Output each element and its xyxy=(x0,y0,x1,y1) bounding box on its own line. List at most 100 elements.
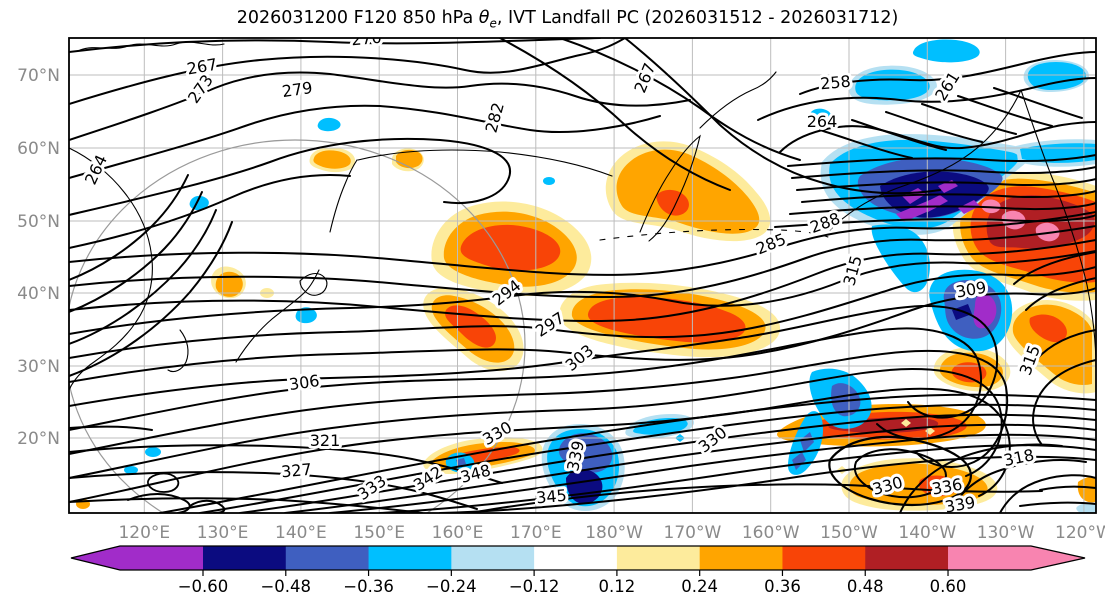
theta-e-symbol: θe xyxy=(478,8,497,31)
contour-label: 315 xyxy=(840,253,866,287)
theta-e-contour xyxy=(69,266,1096,359)
colorbar-segment xyxy=(782,546,866,570)
anomaly-fill xyxy=(1076,502,1096,513)
colorbar-tick-label: 0.12 xyxy=(599,577,636,596)
theta-e-contour xyxy=(949,459,1087,513)
theta-e-contour xyxy=(789,202,1096,215)
anomaly-fill xyxy=(1029,314,1067,343)
x-tick-label: 160°E xyxy=(432,523,484,543)
y-tick-label: 30°N xyxy=(17,357,60,377)
y-tick-label: 40°N xyxy=(17,284,60,304)
coastline xyxy=(699,71,777,129)
y-axis-tick-labels: 70°N 60°N 50°N 40°N 30°N 20°N xyxy=(17,66,60,449)
theta-e-contour xyxy=(69,327,982,440)
theta-e-contour xyxy=(624,38,941,195)
colorbar-tick-label: 0.36 xyxy=(764,577,801,596)
theta-e-contour xyxy=(69,225,1096,299)
y-tick-label: 60°N xyxy=(17,139,60,159)
colorbar-under-arrow xyxy=(71,546,203,570)
contour-label: 258 xyxy=(819,72,851,94)
anomaly-fill xyxy=(1077,477,1096,503)
contour-label: 279 xyxy=(281,78,314,101)
colorbar-segment xyxy=(368,546,452,570)
x-tick-label: 130°W xyxy=(977,523,1035,543)
anomaly-fill xyxy=(616,149,760,234)
colorbar-tick-label: 0.48 xyxy=(847,577,884,596)
colorbar-tick-label: 0.60 xyxy=(930,577,967,596)
anomaly-fill xyxy=(981,199,1001,214)
anomaly-shading xyxy=(76,39,1096,513)
x-tick-label: 170°E xyxy=(510,523,562,543)
x-tick-label: 160°W xyxy=(742,523,800,543)
colorbar-tick-label: 0.24 xyxy=(681,577,718,596)
colorbar-over-arrow xyxy=(948,546,1085,570)
theta-e-contour xyxy=(69,239,1096,323)
theta-e-contour xyxy=(828,435,972,506)
theta-e-contours xyxy=(69,38,1096,513)
theta-e-contour xyxy=(284,423,1096,513)
coastline xyxy=(639,134,701,242)
coastlines xyxy=(69,41,1096,391)
theta-e-contour xyxy=(559,38,801,161)
theta-e-contour xyxy=(993,87,1083,119)
theta-e-contour xyxy=(853,448,947,499)
theta-e-contour xyxy=(69,38,601,53)
y-tick-label: 20°N xyxy=(17,429,60,449)
contour-label: 321 xyxy=(310,431,341,450)
theta-e-contour xyxy=(499,38,731,191)
coastline xyxy=(1020,89,1096,369)
contour-label: 345 xyxy=(535,486,567,508)
theta-e-contour xyxy=(999,474,1096,513)
y-tick-label: 70°N xyxy=(17,66,60,86)
colorbar-tick-label: −0.12 xyxy=(509,577,560,596)
theta-e-contour xyxy=(851,119,947,151)
theta-e-contour xyxy=(69,137,511,216)
theta-e-contour xyxy=(774,214,1096,228)
theta-e-contour xyxy=(439,455,1096,513)
contour-label: 306 xyxy=(288,371,321,394)
theta-e-contour xyxy=(469,483,1043,513)
theta-e-contour xyxy=(69,174,189,281)
theta-e-contour xyxy=(899,443,1063,513)
contour-label: 282 xyxy=(482,100,508,134)
anomaly-fill xyxy=(456,458,466,466)
anomaly-fill xyxy=(656,189,689,216)
theta-e-contour xyxy=(159,393,1096,513)
great-circle-ring xyxy=(69,139,526,513)
theta-e-contour xyxy=(957,95,1053,127)
theta-e-contour xyxy=(799,51,1096,95)
theta-e-contour xyxy=(921,103,1017,135)
theta-e-contour xyxy=(69,471,478,510)
theta-e-contour xyxy=(796,178,1096,191)
theta-e-contour xyxy=(1025,277,1096,311)
contour-label: 318 xyxy=(1002,445,1036,470)
theta-e-contour xyxy=(1019,501,1096,507)
theta-e-contour xyxy=(69,349,1008,468)
x-tick-label: 120°E xyxy=(118,523,170,543)
theta-e-contour xyxy=(147,472,180,493)
theta-e-contour xyxy=(127,493,191,513)
anomaly-fill xyxy=(313,150,351,169)
axes-frame xyxy=(68,37,1097,514)
anomaly-fill xyxy=(901,419,911,427)
anomaly-fill xyxy=(792,452,806,470)
title-prefix: 2026031200 F120 850 hPa xyxy=(236,8,479,28)
colorbar-segment xyxy=(285,546,370,570)
anomaly-fill xyxy=(855,69,930,101)
theta-e-contour xyxy=(69,221,233,377)
theta-e-contour xyxy=(69,38,626,105)
theta-e-contour xyxy=(757,77,1096,121)
coastline xyxy=(69,147,153,391)
anomaly-fill xyxy=(652,424,662,432)
contour-label: 327 xyxy=(280,460,312,482)
colorbar-segment xyxy=(865,546,949,570)
coastline xyxy=(299,272,328,296)
colorbar-segment xyxy=(699,546,784,570)
colorbar-tick-label: −0.24 xyxy=(426,577,477,596)
anomaly-fill xyxy=(800,432,814,452)
theta-e-contour xyxy=(801,190,1096,203)
theta-e-contour xyxy=(69,173,351,249)
theta-e-contour xyxy=(69,444,503,484)
theta-e-contour xyxy=(819,129,913,159)
